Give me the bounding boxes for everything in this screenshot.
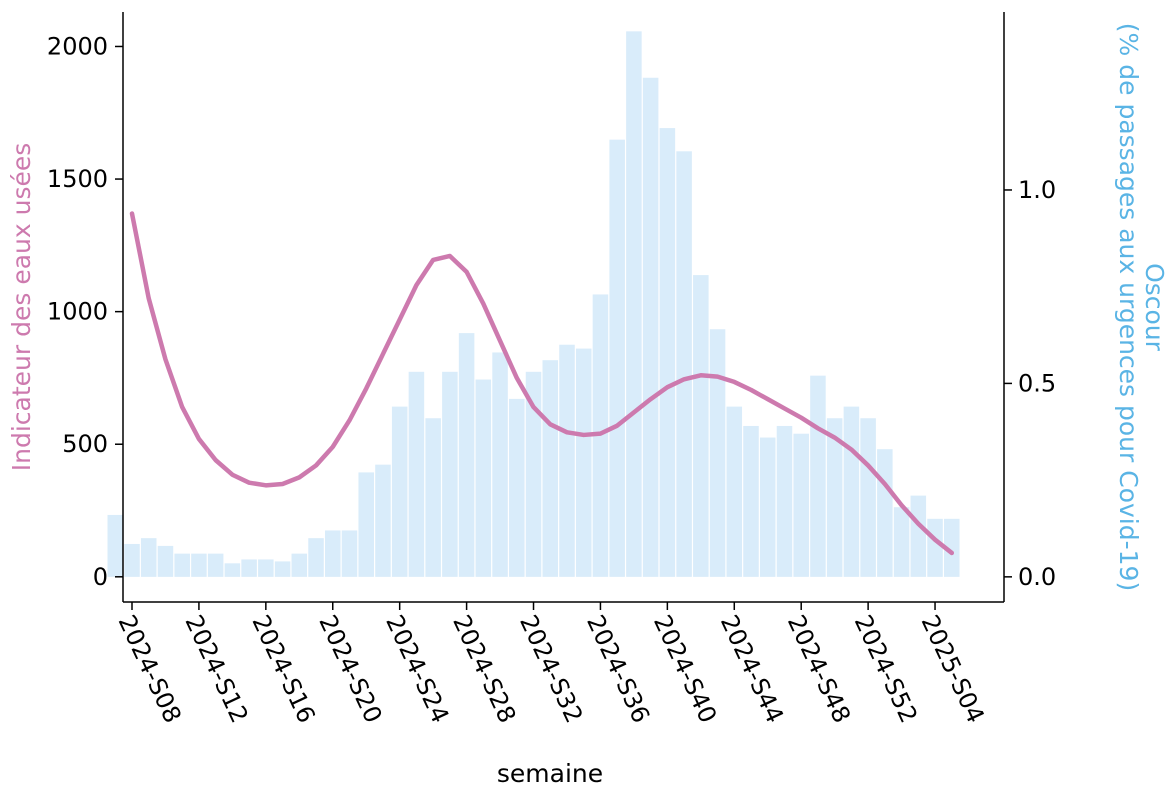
oscour-bar xyxy=(207,553,224,577)
right-axis-ticks: 0.0 0.5 1.0 xyxy=(1004,176,1056,591)
oscour-bar xyxy=(341,530,358,577)
oscour-bar xyxy=(325,530,341,577)
oscour-bar xyxy=(107,514,124,577)
oscour-bar xyxy=(759,437,776,577)
left-tick-label: 0 xyxy=(93,563,108,591)
x-tick-label: 2024-S40 xyxy=(648,611,722,728)
oscour-bar xyxy=(726,406,743,577)
right-tick-label: 0.5 xyxy=(1018,369,1056,397)
x-tick-label: 2024-S12 xyxy=(179,611,253,728)
oscour-bar xyxy=(910,495,927,577)
oscour-bar xyxy=(877,449,893,577)
oscour-bar xyxy=(542,360,559,577)
left-tick-label: 500 xyxy=(62,430,108,458)
oscour-bar xyxy=(140,538,157,577)
oscour-bar xyxy=(274,561,291,577)
oscour-bar xyxy=(626,31,642,577)
x-tick-label: 2024-S44 xyxy=(715,611,789,728)
oscour-bar xyxy=(893,507,910,577)
oscour-bar xyxy=(308,538,324,577)
oscour-bar xyxy=(659,128,676,577)
x-tick-label: 2024-S32 xyxy=(514,611,588,728)
oscour-bar xyxy=(442,371,458,577)
wastewater-line xyxy=(129,211,955,556)
oscour-bar xyxy=(944,518,960,577)
left-tick-label: 1000 xyxy=(47,298,108,326)
oscour-bar xyxy=(743,425,759,577)
x-axis-ticks: 2024-S082024-S122024-S162024-S202024-S24… xyxy=(113,602,990,727)
oscour-bar xyxy=(575,348,592,577)
oscour-bar xyxy=(709,329,726,577)
oscour-bar xyxy=(492,352,508,577)
oscour-bar xyxy=(860,418,876,577)
right-tick-label: 1.0 xyxy=(1018,176,1056,204)
oscour-bar xyxy=(475,379,492,577)
x-tick-label: 2024-S24 xyxy=(380,611,454,728)
oscour-bar xyxy=(559,344,575,577)
x-tick-label: 2024-S08 xyxy=(113,611,187,728)
oscour-bar xyxy=(191,553,207,577)
oscour-bar xyxy=(425,418,441,577)
x-tick-label: 2024-S20 xyxy=(313,611,387,728)
oscour-bar xyxy=(793,433,809,577)
right-axis-title-line2: (% de passages aux urgences pour Covid-1… xyxy=(1114,23,1143,591)
oscour-bar xyxy=(408,371,425,577)
left-tick-label: 2000 xyxy=(47,32,108,60)
left-axis-title: Indicateur des eaux usées xyxy=(7,143,36,472)
oscour-bar xyxy=(157,545,174,577)
x-tick-label: 2024-S36 xyxy=(581,611,655,728)
right-axis-title-line1: Oscour xyxy=(1140,263,1169,352)
x-tick-label: 2025-S04 xyxy=(916,611,990,728)
oscour-bar xyxy=(525,371,542,577)
oscour-bar xyxy=(826,418,843,577)
oscour-bar xyxy=(843,406,860,577)
oscour-bar xyxy=(509,398,525,577)
oscour-bar xyxy=(927,518,943,577)
oscour-bar xyxy=(358,472,374,577)
x-tick-label: 2024-S52 xyxy=(849,611,923,728)
oscour-bar xyxy=(810,375,826,577)
oscour-bar xyxy=(642,77,659,577)
left-axis-ticks: 0 500 1000 1500 2000 xyxy=(47,32,123,591)
oscour-bar xyxy=(458,333,475,577)
oscour-bar xyxy=(258,559,274,577)
oscour-bars xyxy=(107,31,960,577)
oscour-bar xyxy=(375,464,391,577)
oscour-bar xyxy=(391,406,408,577)
oscour-bar xyxy=(693,275,709,577)
oscour-bar xyxy=(291,553,308,577)
x-tick-label: 2024-S48 xyxy=(782,611,856,728)
oscour-bar xyxy=(224,563,241,577)
x-axis-title: semaine xyxy=(497,759,603,787)
oscour-bar xyxy=(676,151,692,577)
oscour-bar xyxy=(776,425,793,577)
x-tick-label: 2024-S16 xyxy=(246,611,320,728)
oscour-bar xyxy=(609,139,625,577)
left-tick-label: 1500 xyxy=(47,165,108,193)
oscour-bar xyxy=(241,559,257,577)
right-tick-label: 0.0 xyxy=(1018,563,1056,591)
x-tick-label: 2024-S28 xyxy=(447,611,521,728)
oscour-bar xyxy=(124,543,140,577)
oscour-bar xyxy=(174,553,190,577)
